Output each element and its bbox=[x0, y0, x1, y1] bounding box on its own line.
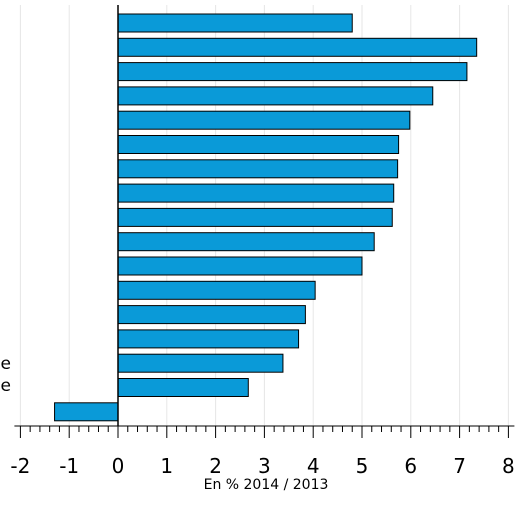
bar bbox=[117, 110, 411, 130]
x-tick-label: 4 bbox=[307, 454, 320, 478]
bar bbox=[117, 232, 375, 252]
category-labels: ee bbox=[1, 354, 11, 396]
bar bbox=[117, 207, 393, 227]
x-tick-label: -1 bbox=[59, 454, 79, 478]
x-tick-label: 3 bbox=[258, 454, 271, 478]
x-tick-label: 2 bbox=[209, 454, 222, 478]
bar bbox=[117, 86, 434, 106]
bar bbox=[117, 159, 399, 179]
bar bbox=[117, 256, 363, 276]
bar bbox=[117, 183, 395, 203]
x-tick-label: 7 bbox=[453, 454, 466, 478]
x-tick-label: 5 bbox=[356, 454, 369, 478]
x-tick-label: 1 bbox=[160, 454, 173, 478]
bar bbox=[54, 402, 119, 422]
x-tick-labels: -2 -1 0 1 2 3 4 5 6 7 8 bbox=[10, 454, 514, 478]
bar bbox=[117, 353, 284, 373]
category-label: e bbox=[1, 376, 11, 396]
x-tick-label: -2 bbox=[10, 454, 30, 478]
x-tick-label: 6 bbox=[404, 454, 417, 478]
bar bbox=[117, 13, 353, 33]
category-label: e bbox=[1, 354, 11, 374]
bar bbox=[117, 329, 300, 349]
x-axis bbox=[14, 5, 515, 438]
bar bbox=[117, 305, 306, 325]
bar bbox=[117, 378, 249, 397]
bar bbox=[117, 280, 316, 300]
x-axis-title: En % 2014 / 2013 bbox=[204, 477, 329, 493]
bars bbox=[54, 13, 478, 422]
bar bbox=[117, 135, 400, 154]
x-tick-label: 0 bbox=[112, 454, 125, 478]
x-tick-label: 8 bbox=[502, 454, 515, 478]
bar bbox=[117, 62, 468, 82]
bar bbox=[117, 37, 478, 57]
